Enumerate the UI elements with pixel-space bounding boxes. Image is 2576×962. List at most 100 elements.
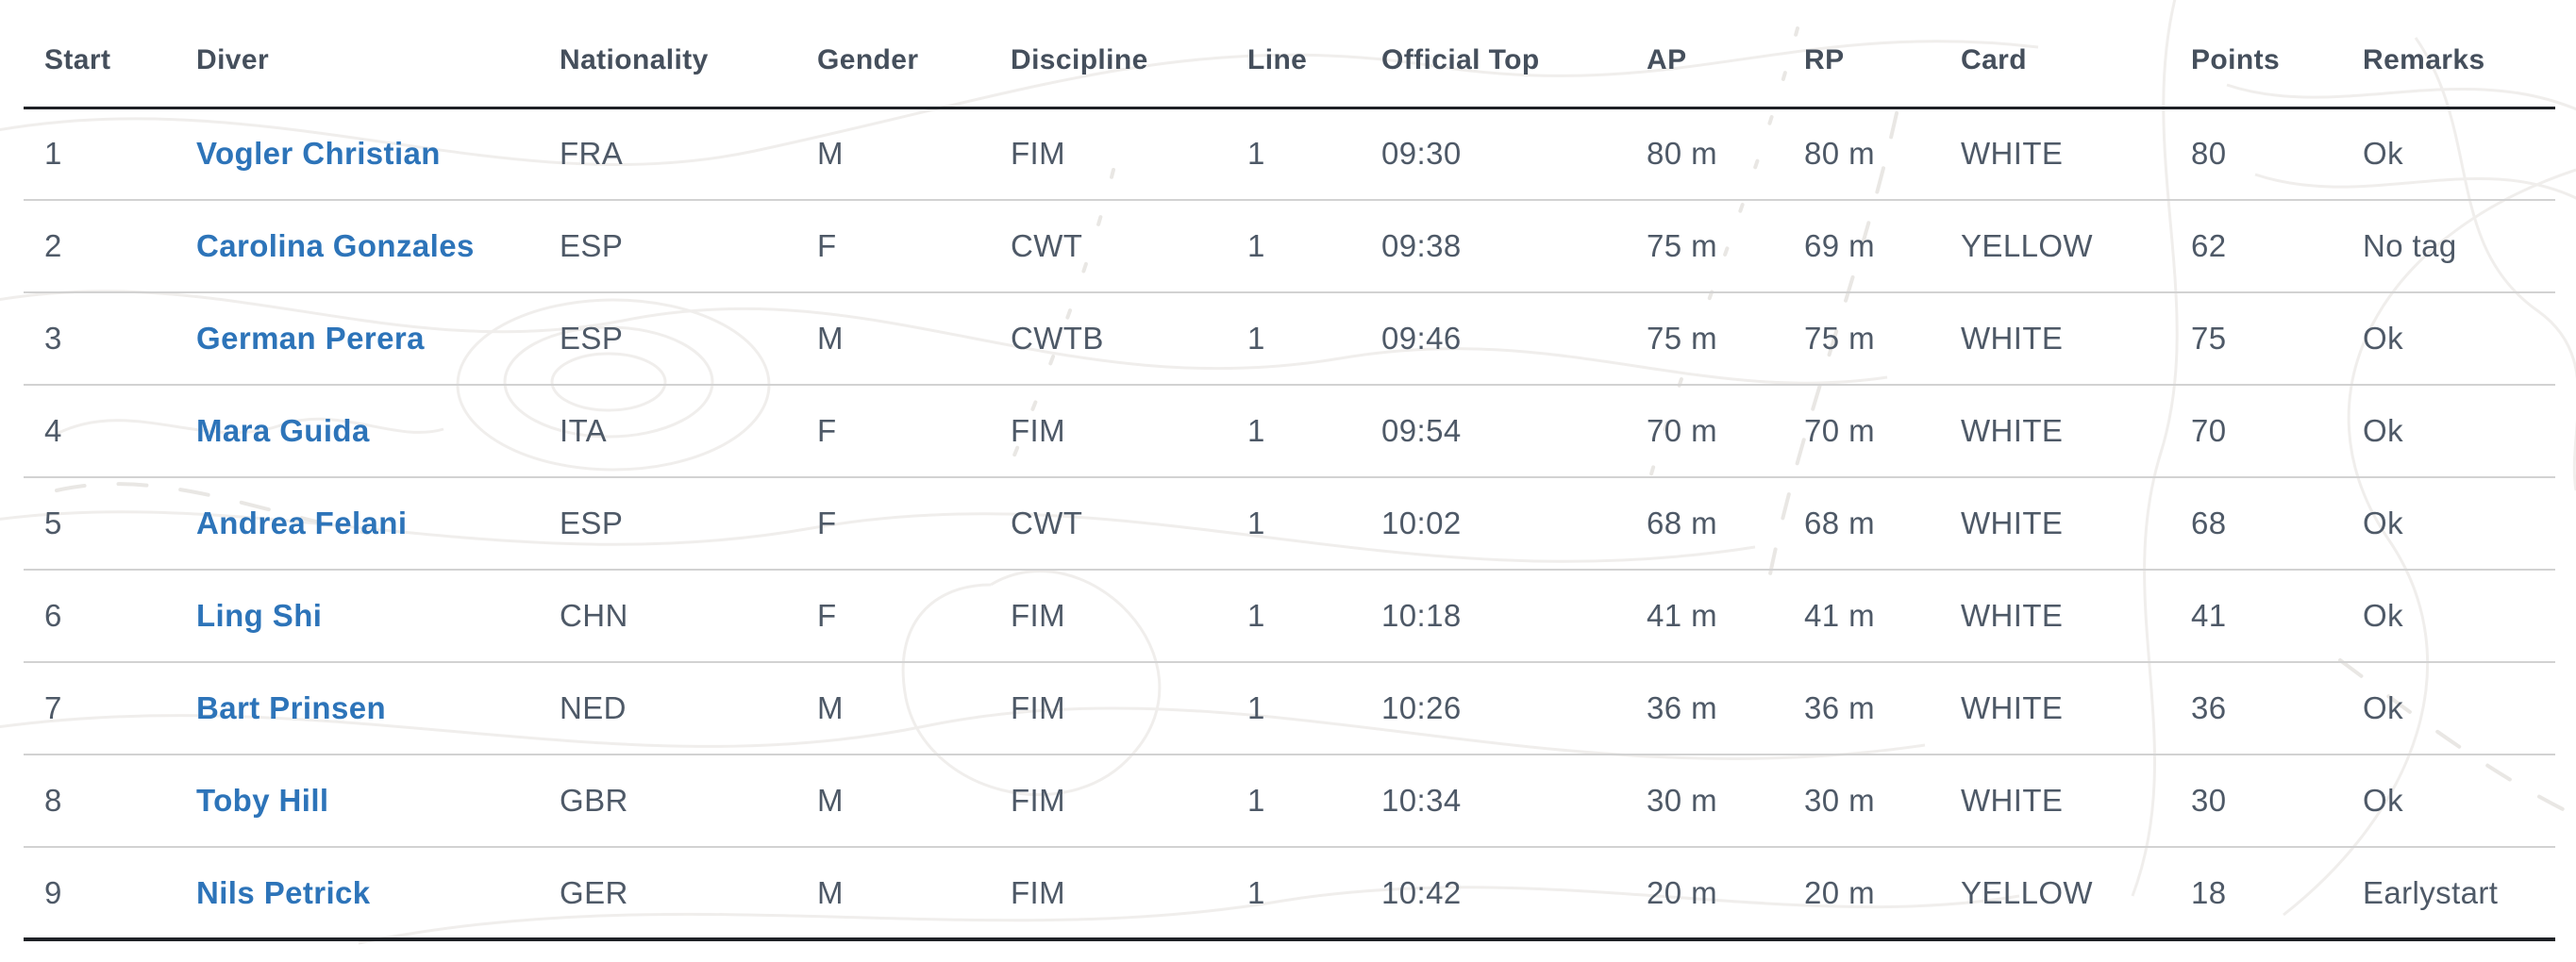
cell-discipline: CWT	[990, 477, 1227, 571]
cell-line: 1	[1227, 108, 1361, 201]
cell-discipline: FIM	[990, 755, 1227, 848]
cell-ap: 41 m	[1626, 570, 1783, 663]
cell-card: WHITE	[1940, 385, 2170, 478]
cell-start: 9	[24, 847, 176, 941]
column-header-line: Line	[1227, 0, 1361, 109]
cell-ap: 70 m	[1626, 385, 1783, 478]
table-row: 5 Andrea Felani ESP F CWT 1 10:02 68 m 6…	[24, 477, 2555, 571]
table-row: 3 German Perera ESP M CWTB 1 09:46 75 m …	[24, 292, 2555, 386]
cell-gender: F	[796, 570, 990, 663]
cell-start: 6	[24, 570, 176, 663]
cell-rp: 30 m	[1783, 755, 1940, 848]
cell-gender: F	[796, 200, 990, 293]
cell-remarks: Ok	[2342, 477, 2555, 571]
cell-official-top: 10:26	[1361, 662, 1626, 755]
diver-link[interactable]: Vogler Christian	[196, 136, 441, 172]
cell-remarks: Ok	[2342, 662, 2555, 755]
column-header-diver: Diver	[176, 0, 539, 109]
cell-rp: 75 m	[1783, 292, 1940, 386]
cell-gender: F	[796, 477, 990, 571]
cell-discipline: FIM	[990, 570, 1227, 663]
column-header-remarks: Remarks	[2342, 0, 2555, 109]
table-row: 8 Toby Hill GBR M FIM 1 10:34 30 m 30 m …	[24, 755, 2555, 848]
cell-remarks: Ok	[2342, 570, 2555, 663]
cell-nationality: FRA	[539, 108, 796, 201]
cell-rp: 36 m	[1783, 662, 1940, 755]
cell-ap: 75 m	[1626, 292, 1783, 386]
cell-start: 3	[24, 292, 176, 386]
cell-remarks: No tag	[2342, 200, 2555, 293]
cell-discipline: FIM	[990, 108, 1227, 201]
column-header-gender: Gender	[796, 0, 990, 109]
cell-nationality: CHN	[539, 570, 796, 663]
cell-line: 1	[1227, 570, 1361, 663]
cell-gender: M	[796, 755, 990, 848]
cell-points: 36	[2170, 662, 2342, 755]
cell-line: 1	[1227, 847, 1361, 941]
cell-card: WHITE	[1940, 477, 2170, 571]
diver-link[interactable]: Toby Hill	[196, 783, 329, 818]
cell-remarks: Earlystart	[2342, 847, 2555, 941]
cell-points: 68	[2170, 477, 2342, 571]
column-header-rp: RP	[1783, 0, 1940, 109]
cell-discipline: CWTB	[990, 292, 1227, 386]
cell-official-top: 09:46	[1361, 292, 1626, 386]
cell-nationality: ESP	[539, 200, 796, 293]
cell-diver: German Perera	[176, 292, 539, 386]
cell-start: 8	[24, 755, 176, 848]
cell-start: 7	[24, 662, 176, 755]
cell-remarks: Ok	[2342, 292, 2555, 386]
column-header-start: Start	[24, 0, 176, 109]
cell-card: YELLOW	[1940, 200, 2170, 293]
cell-line: 1	[1227, 292, 1361, 386]
diver-link[interactable]: Ling Shi	[196, 598, 323, 633]
cell-line: 1	[1227, 662, 1361, 755]
cell-gender: M	[796, 847, 990, 941]
cell-official-top: 10:02	[1361, 477, 1626, 571]
diver-link[interactable]: Carolina Gonzales	[196, 228, 475, 263]
cell-line: 1	[1227, 385, 1361, 478]
cell-official-top: 10:42	[1361, 847, 1626, 941]
cell-nationality: GER	[539, 847, 796, 941]
diver-link[interactable]: German Perera	[196, 321, 425, 356]
cell-rp: 80 m	[1783, 108, 1940, 201]
cell-start: 1	[24, 108, 176, 201]
cell-card: WHITE	[1940, 755, 2170, 848]
cell-points: 70	[2170, 385, 2342, 478]
cell-ap: 36 m	[1626, 662, 1783, 755]
diver-link[interactable]: Andrea Felani	[196, 506, 408, 540]
cell-nationality: ITA	[539, 385, 796, 478]
cell-nationality: ESP	[539, 477, 796, 571]
cell-points: 75	[2170, 292, 2342, 386]
cell-discipline: CWT	[990, 200, 1227, 293]
diver-link[interactable]: Mara Guida	[196, 413, 370, 448]
table-row: 1 Vogler Christian FRA M FIM 1 09:30 80 …	[24, 108, 2555, 201]
cell-diver: Vogler Christian	[176, 108, 539, 201]
column-header-points: Points	[2170, 0, 2342, 109]
cell-remarks: Ok	[2342, 108, 2555, 201]
cell-ap: 30 m	[1626, 755, 1783, 848]
diver-link[interactable]: Nils Petrick	[196, 874, 371, 910]
cell-ap: 80 m	[1626, 108, 1783, 201]
cell-official-top: 09:54	[1361, 385, 1626, 478]
diver-link[interactable]: Bart Prinsen	[196, 690, 387, 725]
table-row: 7 Bart Prinsen NED M FIM 1 10:26 36 m 36…	[24, 662, 2555, 755]
cell-remarks: Ok	[2342, 385, 2555, 478]
cell-ap: 20 m	[1626, 847, 1783, 941]
cell-nationality: ESP	[539, 292, 796, 386]
cell-diver: Nils Petrick	[176, 847, 539, 941]
cell-points: 30	[2170, 755, 2342, 848]
cell-discipline: FIM	[990, 847, 1227, 941]
cell-discipline: FIM	[990, 385, 1227, 478]
cell-start: 5	[24, 477, 176, 571]
cell-diver: Carolina Gonzales	[176, 200, 539, 293]
cell-diver: Toby Hill	[176, 755, 539, 848]
table-row: 9 Nils Petrick GER M FIM 1 10:42 20 m 20…	[24, 847, 2555, 941]
cell-official-top: 10:18	[1361, 570, 1626, 663]
header-row: Start Diver Nationality Gender Disciplin…	[24, 0, 2555, 109]
cell-card: WHITE	[1940, 108, 2170, 201]
cell-diver: Ling Shi	[176, 570, 539, 663]
cell-line: 1	[1227, 200, 1361, 293]
column-header-ap: AP	[1626, 0, 1783, 109]
cell-diver: Mara Guida	[176, 385, 539, 478]
